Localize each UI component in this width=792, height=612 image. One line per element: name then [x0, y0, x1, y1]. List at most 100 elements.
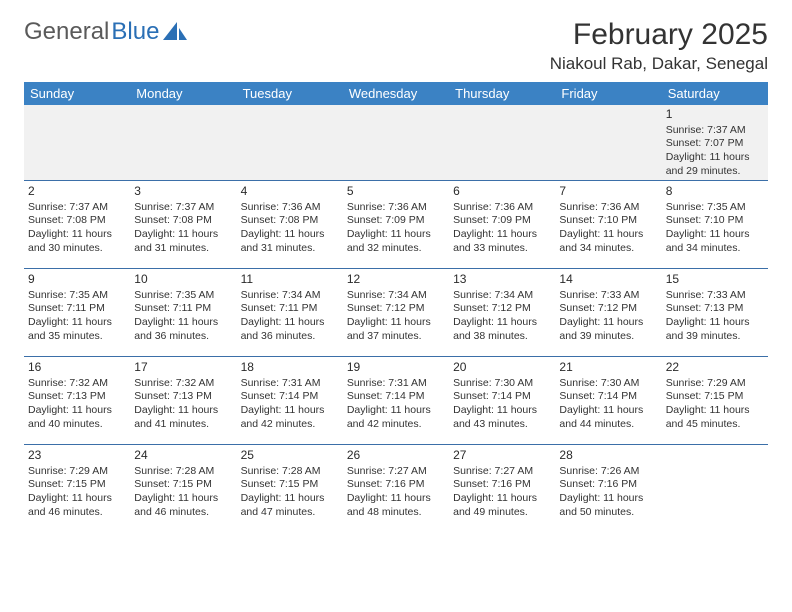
- sunset-line: Sunset: 7:16 PM: [559, 478, 657, 492]
- daylight-line: Daylight: 11 hours and 50 minutes.: [559, 492, 657, 519]
- daylight-line: Daylight: 11 hours and 47 minutes.: [241, 492, 339, 519]
- day-number: 7: [559, 184, 657, 200]
- day-number: 27: [453, 448, 551, 464]
- calendar-cell: 3Sunrise: 7:37 AMSunset: 7:08 PMDaylight…: [130, 181, 236, 269]
- calendar-cell: 26Sunrise: 7:27 AMSunset: 7:16 PMDayligh…: [343, 445, 449, 533]
- daylight-line: Daylight: 11 hours and 49 minutes.: [453, 492, 551, 519]
- sunset-line: Sunset: 7:14 PM: [559, 390, 657, 404]
- day-number: 15: [666, 272, 764, 288]
- calendar-row: 16Sunrise: 7:32 AMSunset: 7:13 PMDayligh…: [24, 357, 768, 445]
- day-number: 17: [134, 360, 232, 376]
- daylight-line: Daylight: 11 hours and 31 minutes.: [134, 228, 232, 255]
- day-number: 6: [453, 184, 551, 200]
- day-number: 4: [241, 184, 339, 200]
- day-header-row: Sunday Monday Tuesday Wednesday Thursday…: [24, 82, 768, 105]
- calendar-row: 1Sunrise: 7:37 AMSunset: 7:07 PMDaylight…: [24, 105, 768, 181]
- day-number: 12: [347, 272, 445, 288]
- sunset-line: Sunset: 7:11 PM: [241, 302, 339, 316]
- calendar-cell: 13Sunrise: 7:34 AMSunset: 7:12 PMDayligh…: [449, 269, 555, 357]
- calendar-cell: 6Sunrise: 7:36 AMSunset: 7:09 PMDaylight…: [449, 181, 555, 269]
- sunrise-line: Sunrise: 7:35 AM: [28, 289, 126, 303]
- calendar-cell: 17Sunrise: 7:32 AMSunset: 7:13 PMDayligh…: [130, 357, 236, 445]
- day-number: 10: [134, 272, 232, 288]
- sunrise-line: Sunrise: 7:37 AM: [666, 124, 764, 138]
- daylight-line: Daylight: 11 hours and 34 minutes.: [559, 228, 657, 255]
- daylight-line: Daylight: 11 hours and 29 minutes.: [666, 151, 764, 178]
- calendar-cell: 25Sunrise: 7:28 AMSunset: 7:15 PMDayligh…: [237, 445, 343, 533]
- sunrise-line: Sunrise: 7:37 AM: [134, 201, 232, 215]
- daylight-line: Daylight: 11 hours and 46 minutes.: [28, 492, 126, 519]
- daylight-line: Daylight: 11 hours and 42 minutes.: [347, 404, 445, 431]
- sunrise-line: Sunrise: 7:33 AM: [666, 289, 764, 303]
- day-header: Monday: [130, 82, 236, 105]
- sunset-line: Sunset: 7:09 PM: [347, 214, 445, 228]
- calendar-cell: [24, 105, 130, 181]
- sunset-line: Sunset: 7:12 PM: [347, 302, 445, 316]
- sunrise-line: Sunrise: 7:29 AM: [666, 377, 764, 391]
- day-number: 22: [666, 360, 764, 376]
- calendar-cell: [449, 105, 555, 181]
- sunset-line: Sunset: 7:08 PM: [134, 214, 232, 228]
- calendar-cell: 21Sunrise: 7:30 AMSunset: 7:14 PMDayligh…: [555, 357, 661, 445]
- sunrise-line: Sunrise: 7:31 AM: [241, 377, 339, 391]
- calendar-table: Sunday Monday Tuesday Wednesday Thursday…: [24, 82, 768, 533]
- day-header: Sunday: [24, 82, 130, 105]
- calendar-row: 2Sunrise: 7:37 AMSunset: 7:08 PMDaylight…: [24, 181, 768, 269]
- calendar-cell: 14Sunrise: 7:33 AMSunset: 7:12 PMDayligh…: [555, 269, 661, 357]
- day-header: Wednesday: [343, 82, 449, 105]
- sunset-line: Sunset: 7:13 PM: [134, 390, 232, 404]
- day-header: Thursday: [449, 82, 555, 105]
- day-number: 2: [28, 184, 126, 200]
- calendar-cell: 23Sunrise: 7:29 AMSunset: 7:15 PMDayligh…: [24, 445, 130, 533]
- sunrise-line: Sunrise: 7:34 AM: [453, 289, 551, 303]
- logo-sail-icon: [163, 22, 189, 42]
- daylight-line: Daylight: 11 hours and 37 minutes.: [347, 316, 445, 343]
- calendar-cell: 18Sunrise: 7:31 AMSunset: 7:14 PMDayligh…: [237, 357, 343, 445]
- sunset-line: Sunset: 7:14 PM: [241, 390, 339, 404]
- calendar-cell: 10Sunrise: 7:35 AMSunset: 7:11 PMDayligh…: [130, 269, 236, 357]
- calendar-row: 23Sunrise: 7:29 AMSunset: 7:15 PMDayligh…: [24, 445, 768, 533]
- sunrise-line: Sunrise: 7:35 AM: [134, 289, 232, 303]
- calendar-cell: 8Sunrise: 7:35 AMSunset: 7:10 PMDaylight…: [662, 181, 768, 269]
- sunrise-line: Sunrise: 7:33 AM: [559, 289, 657, 303]
- sunrise-line: Sunrise: 7:27 AM: [347, 465, 445, 479]
- sunset-line: Sunset: 7:15 PM: [666, 390, 764, 404]
- sunrise-line: Sunrise: 7:30 AM: [559, 377, 657, 391]
- day-number: 28: [559, 448, 657, 464]
- day-number: 11: [241, 272, 339, 288]
- sunset-line: Sunset: 7:07 PM: [666, 137, 764, 151]
- header: GeneralBlue February 2025 Niakoul Rab, D…: [24, 18, 768, 74]
- sunrise-line: Sunrise: 7:34 AM: [347, 289, 445, 303]
- daylight-line: Daylight: 11 hours and 30 minutes.: [28, 228, 126, 255]
- daylight-line: Daylight: 11 hours and 46 minutes.: [134, 492, 232, 519]
- daylight-line: Daylight: 11 hours and 39 minutes.: [559, 316, 657, 343]
- calendar-cell: 27Sunrise: 7:27 AMSunset: 7:16 PMDayligh…: [449, 445, 555, 533]
- sunset-line: Sunset: 7:13 PM: [666, 302, 764, 316]
- sunrise-line: Sunrise: 7:32 AM: [28, 377, 126, 391]
- logo-text-1: General: [24, 18, 109, 46]
- sunset-line: Sunset: 7:10 PM: [666, 214, 764, 228]
- daylight-line: Daylight: 11 hours and 33 minutes.: [453, 228, 551, 255]
- calendar-cell: 19Sunrise: 7:31 AMSunset: 7:14 PMDayligh…: [343, 357, 449, 445]
- calendar-cell: 22Sunrise: 7:29 AMSunset: 7:15 PMDayligh…: [662, 357, 768, 445]
- sunrise-line: Sunrise: 7:36 AM: [347, 201, 445, 215]
- sunset-line: Sunset: 7:13 PM: [28, 390, 126, 404]
- sunset-line: Sunset: 7:11 PM: [134, 302, 232, 316]
- daylight-line: Daylight: 11 hours and 48 minutes.: [347, 492, 445, 519]
- sunset-line: Sunset: 7:14 PM: [347, 390, 445, 404]
- sunset-line: Sunset: 7:16 PM: [347, 478, 445, 492]
- sunset-line: Sunset: 7:16 PM: [453, 478, 551, 492]
- calendar-cell: 11Sunrise: 7:34 AMSunset: 7:11 PMDayligh…: [237, 269, 343, 357]
- day-number: 25: [241, 448, 339, 464]
- calendar-cell: 24Sunrise: 7:28 AMSunset: 7:15 PMDayligh…: [130, 445, 236, 533]
- daylight-line: Daylight: 11 hours and 44 minutes.: [559, 404, 657, 431]
- day-number: 16: [28, 360, 126, 376]
- sunrise-line: Sunrise: 7:29 AM: [28, 465, 126, 479]
- sunrise-line: Sunrise: 7:36 AM: [241, 201, 339, 215]
- calendar-cell: [343, 105, 449, 181]
- daylight-line: Daylight: 11 hours and 32 minutes.: [347, 228, 445, 255]
- sunset-line: Sunset: 7:08 PM: [28, 214, 126, 228]
- daylight-line: Daylight: 11 hours and 34 minutes.: [666, 228, 764, 255]
- sunrise-line: Sunrise: 7:31 AM: [347, 377, 445, 391]
- day-number: 24: [134, 448, 232, 464]
